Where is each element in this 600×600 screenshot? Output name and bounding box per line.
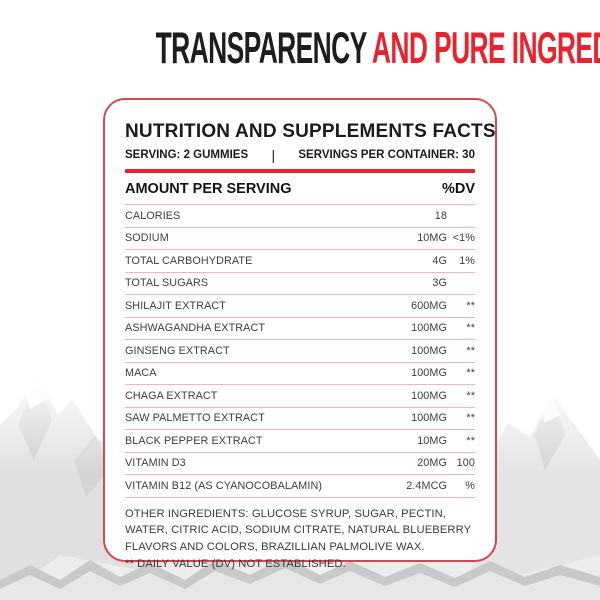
nutrient-dv: ** bbox=[466, 412, 475, 425]
nutrient-name: SAW PALMETTO EXTRACT bbox=[125, 412, 265, 425]
nutrient-dv: ** bbox=[466, 344, 475, 357]
nutrient-amount: 18 bbox=[434, 209, 447, 222]
nutrient-amount: 100MG bbox=[411, 344, 447, 357]
nutrient-dv: ** bbox=[466, 367, 475, 380]
nutrient-dv: <1% bbox=[452, 232, 475, 245]
table-column-header: AMOUNT PER SERVING %DV bbox=[125, 173, 475, 205]
nutrient-name: SHILAJIT EXTRACT bbox=[125, 299, 226, 312]
nutrient-dv: ** bbox=[466, 434, 475, 447]
table-row: VITAMIN D3 20MG 100 bbox=[125, 453, 475, 475]
table-row: CHAGA EXTRACT 100MG ** bbox=[125, 385, 475, 408]
daily-value-footnote: ** DAILY VALUE (DV) NOT ESTABLISHED. bbox=[125, 557, 346, 570]
nutrient-name: CALORIES bbox=[125, 209, 181, 222]
nutrient-amount: 10MG bbox=[417, 434, 447, 447]
nutrient-amount: 100MG bbox=[411, 412, 447, 425]
red-divider bbox=[125, 169, 475, 173]
nutrient-name: MACA bbox=[125, 367, 157, 380]
table-row: SHILAJIT EXTRACT 600MG ** bbox=[125, 295, 475, 318]
nutrient-name: BLACK PEPPER EXTRACT bbox=[125, 434, 263, 447]
nutrient-name: TOTAL CARBOHYDRATE bbox=[125, 254, 253, 267]
nutrient-amount: 100MG bbox=[411, 367, 447, 380]
table-row: GINSENG EXTRACT 100MG ** bbox=[125, 340, 475, 363]
nutrient-amount: 3G bbox=[432, 277, 447, 290]
page-title-black: TRANSPARENCY bbox=[155, 22, 367, 73]
nutrient-amount: 20MG bbox=[417, 457, 447, 470]
page-title: TRANSPARENCY AND PURE INGREDIENTS bbox=[0, 22, 600, 73]
serving-row: SERVING: 2 GUMMIES | SERVINGS PER CONTAI… bbox=[125, 147, 475, 163]
nutrient-name: VITAMIN D3 bbox=[125, 457, 186, 470]
column-percent-dv: %DV bbox=[441, 181, 475, 197]
nutrient-amount: 4G bbox=[432, 254, 447, 267]
table-row: BLACK PEPPER EXTRACT 10MG ** bbox=[125, 430, 475, 453]
table-row: MACA 100MG ** bbox=[125, 363, 475, 385]
table-row: ASHWAGANDHA EXTRACT 100MG ** bbox=[125, 318, 475, 340]
table-row: VITAMIN B12 (AS CYANOCOBALAMIN) 2.4MCG % bbox=[125, 475, 475, 498]
table-row: TOTAL SUGARS 3G bbox=[125, 273, 475, 295]
table-row: SODIUM 10MG <1% bbox=[125, 228, 475, 250]
nutrient-amount: 10MG bbox=[417, 232, 447, 245]
nutrient-name: CHAGA EXTRACT bbox=[125, 389, 218, 402]
table-row: CALORIES 18 bbox=[125, 205, 475, 228]
nutrient-name: VITAMIN B12 (AS CYANOCOBALAMIN) bbox=[125, 479, 323, 492]
nutrient-dv: 1% bbox=[459, 254, 475, 267]
nutrient-name: GINSENG EXTRACT bbox=[125, 344, 230, 357]
serving-size: SERVING: 2 GUMMIES bbox=[125, 149, 249, 161]
card-heading: NUTRITION AND SUPPLEMENTS FACTS bbox=[125, 121, 496, 142]
nutrient-dv: ** bbox=[466, 389, 475, 402]
nutrient-dv: ** bbox=[466, 322, 475, 335]
nutrition-facts-card: NUTRITION AND SUPPLEMENTS FACTS SERVING:… bbox=[103, 98, 497, 570]
table-row: TOTAL CARBOHYDRATE 4G 1% bbox=[125, 250, 475, 273]
nutrient-dv: 100 bbox=[456, 457, 475, 470]
nutrient-name: SODIUM bbox=[125, 232, 169, 245]
other-ingredients-text: OTHER INGREDIENTS: GLUCOSE SYRUP, SUGAR,… bbox=[125, 507, 471, 554]
page-title-red: AND PURE INGREDIENTS bbox=[371, 22, 600, 73]
column-amount-per-serving: AMOUNT PER SERVING bbox=[125, 181, 292, 197]
page-title-text: TRANSPARENCY AND PURE INGREDIENTS bbox=[155, 22, 600, 73]
nutrient-name: TOTAL SUGARS bbox=[125, 277, 209, 290]
nutrient-dv: ** bbox=[466, 299, 475, 312]
serving-divider: | bbox=[271, 147, 276, 163]
nutrient-amount: 2.4MCG bbox=[406, 479, 447, 492]
servings-per-container: SERVINGS PER CONTAINER: 30 bbox=[298, 149, 475, 161]
nutrient-amount: 100MG bbox=[411, 389, 447, 402]
nutrient-name: ASHWAGANDHA EXTRACT bbox=[125, 322, 266, 335]
table-row: SAW PALMETTO EXTRACT 100MG ** bbox=[125, 408, 475, 430]
nutrient-dv: % bbox=[465, 479, 475, 492]
nutrient-table: CALORIES 18 SODIUM 10MG <1% TOTAL CARBOH… bbox=[125, 205, 475, 498]
nutrient-amount: 100MG bbox=[411, 322, 447, 335]
nutrient-amount: 600MG bbox=[411, 299, 447, 312]
